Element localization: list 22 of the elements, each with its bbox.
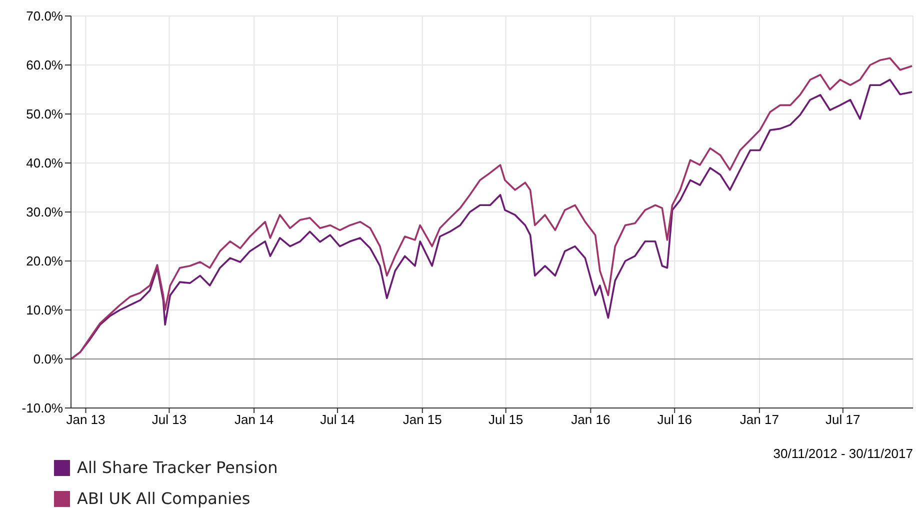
legend-label: ABI UK All Companies	[77, 489, 250, 508]
y-tick-label: 70.0%	[26, 8, 64, 24]
y-tick-label: 0.0%	[33, 352, 64, 367]
x-tick-label: Jul 13	[152, 412, 187, 428]
x-tick-label: Jan 15	[402, 412, 442, 428]
y-tick-label: 30.0%	[26, 204, 64, 220]
y-tick-label: 50.0%	[26, 106, 64, 122]
x-tick-label: Jul 16	[657, 412, 692, 428]
y-tick-label: 40.0%	[26, 156, 64, 171]
y-tick-label: 20.0%	[26, 254, 64, 269]
x-tick-label: Jan 14	[234, 412, 274, 428]
text: 30/11/2012 - 30/11/2017	[773, 446, 913, 461]
legend-label: All Share Tracker Pension	[77, 458, 278, 477]
x-tick-label: Jan 16	[571, 412, 610, 428]
y-tick-label: 60.0%	[26, 58, 64, 73]
x-tick-label: Jul 15	[488, 412, 524, 428]
y-tick-label: 10.0%	[26, 302, 64, 318]
x-tick-label: Jul 14	[320, 412, 355, 428]
y-tick-label: -10.0%	[22, 400, 64, 416]
x-tick-label: Jan 17	[740, 412, 779, 428]
x-tick-label: Jan 13	[66, 412, 106, 428]
x-tick-label: Jul 17	[826, 412, 860, 428]
